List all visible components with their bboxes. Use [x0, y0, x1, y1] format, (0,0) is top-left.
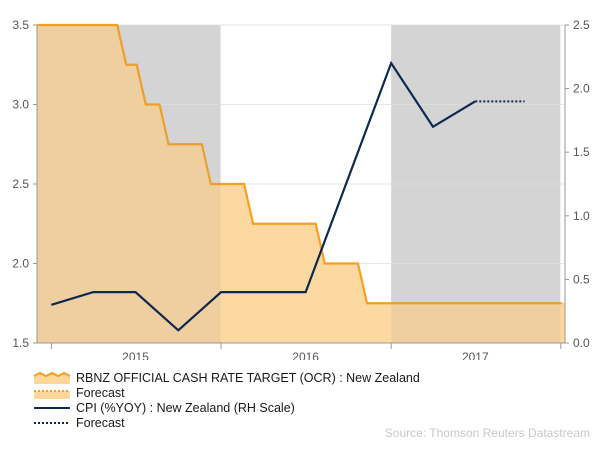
- shade-tint-1: [391, 25, 561, 343]
- right-tick-label: 0.5: [573, 272, 590, 286]
- cpi-line-swatch: [34, 406, 70, 409]
- legend-item-ocr: RBNZ OFFICIAL CASH RATE TARGET (OCR) : N…: [34, 370, 420, 385]
- legend-item-cpi: CPI (%YOY) : New Zealand (RH Scale): [34, 400, 420, 415]
- cpi-forecast-swatch: [34, 421, 70, 424]
- left-tick-label: 3.5: [12, 18, 29, 32]
- legend-label: Forecast: [76, 385, 125, 400]
- legend-label: RBNZ OFFICIAL CASH RATE TARGET (OCR) : N…: [76, 370, 420, 385]
- left-tick-label: 1.5: [12, 336, 29, 350]
- right-tick-label: 1.0: [573, 209, 590, 223]
- chart-svg: 1.5 2.0 2.5 3.0 3.5 0.0 0.5 1.0 1.5 2.0 2.5 2015 201…: [12, 18, 590, 364]
- x-tick-label: 2015: [122, 350, 149, 360]
- x-tick-label: 2016: [292, 350, 319, 360]
- right-tick-label: 0.0: [573, 336, 590, 350]
- ocr-line: [37, 23, 561, 305]
- source-note: Source: Thomson Reuters Datastream: [384, 426, 590, 440]
- x-tick-label: 2017: [462, 350, 489, 360]
- legend-item-ocr-forecast: Forecast: [34, 385, 420, 400]
- ocr-area-swatch: [34, 371, 70, 384]
- left-tick-label: 2.0: [12, 257, 29, 271]
- legend-item-cpi-forecast: Forecast: [34, 415, 420, 430]
- legend-label: CPI (%YOY) : New Zealand (RH Scale): [76, 400, 295, 415]
- cpi-line-layer: [51, 60, 525, 332]
- left-tick-label: 3.0: [12, 98, 29, 112]
- ocr-forecast-area: [560, 303, 565, 343]
- right-tick-label: 2.5: [573, 18, 590, 32]
- legend-label: Forecast: [76, 415, 125, 430]
- ocr-area-fill: [37, 25, 561, 343]
- right-tick-label: 1.5: [573, 145, 590, 159]
- left-tick-label: 2.5: [12, 177, 29, 191]
- legend: RBNZ OFFICIAL CASH RATE TARGET (OCR) : N…: [34, 370, 420, 430]
- shade-tint-0: [37, 25, 221, 343]
- ocr-area-layer: [37, 23, 565, 343]
- ocr-forecast-swatch: [34, 389, 70, 399]
- right-tick-label: 2.0: [573, 82, 590, 96]
